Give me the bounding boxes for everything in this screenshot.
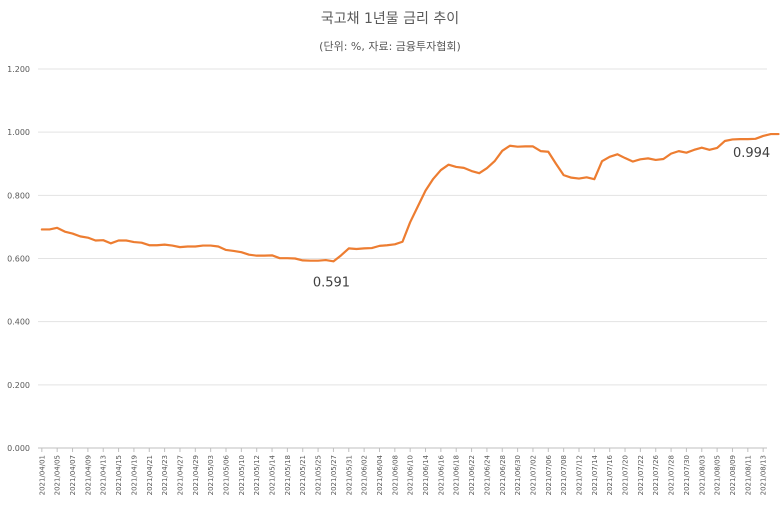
x-tick-label: 2021/04/05 <box>54 455 62 495</box>
x-tick-label: 2021/07/08 <box>560 455 568 495</box>
x-tick-label: 2021/08/13 <box>760 455 768 495</box>
x-tick-label: 2021/07/30 <box>683 455 691 495</box>
y-tick-label: 0.200 <box>7 381 30 390</box>
x-tick-label: 2021/04/29 <box>192 455 200 495</box>
x-tick-label: 2021/06/10 <box>407 455 415 495</box>
gridlines <box>38 68 767 449</box>
x-tick-label: 2021/04/21 <box>146 455 154 495</box>
x-tick-label: 2021/05/18 <box>284 455 292 495</box>
x-tick-label: 2021/04/27 <box>176 455 184 495</box>
data-label: 0.994 <box>733 146 770 161</box>
y-tick-label: 0.400 <box>7 318 30 327</box>
x-tick-label: 2021/07/02 <box>529 455 537 495</box>
x-tick-label: 2021/07/26 <box>652 454 660 495</box>
x-tick-label: 2021/06/02 <box>361 455 369 495</box>
x-tick-label: 2021/04/07 <box>69 455 77 495</box>
x-tick-label: 2021/04/23 <box>161 455 169 495</box>
y-tick-label: 0.600 <box>7 255 30 264</box>
x-tick-label: 2021/06/22 <box>468 455 476 495</box>
series-layer <box>40 132 780 263</box>
x-tick-label: 2021/06/28 <box>499 455 507 495</box>
y-tick-label: 1.000 <box>7 128 30 137</box>
x-tick-label: 2021/06/30 <box>514 455 522 495</box>
x-tick-label: 2021/04/19 <box>130 455 138 495</box>
x-tick-label: 2021/05/31 <box>345 455 353 495</box>
x-tick-label: 2021/06/04 <box>376 454 384 495</box>
x-tick-label: 2021/04/09 <box>84 455 92 495</box>
y-tick-label: 0.000 <box>7 444 30 453</box>
x-tick-label: 2021/07/06 <box>545 454 553 495</box>
x-tick-label: 2021/06/14 <box>422 454 430 495</box>
y-tick-label: 1.200 <box>7 65 30 74</box>
x-tick-label: 2021/05/25 <box>315 455 323 495</box>
x-tick-label: 2021/05/06 <box>223 454 231 495</box>
series-line <box>40 132 780 263</box>
y-axis-ticks: 0.000 0.200 0.400 0.600 0.800 1.000 1.200 <box>7 65 30 453</box>
x-tick-label: 2021/08/03 <box>698 455 706 495</box>
chart-subtitle: (단위: %, 자료: 금융투자협회) <box>319 40 461 53</box>
x-tick-label: 2021/07/28 <box>668 455 676 495</box>
x-tick-label: 2021/08/09 <box>729 455 737 495</box>
x-tick-label: 2021/08/11 <box>744 455 752 495</box>
x-tick-label: 2021/07/20 <box>622 455 630 495</box>
x-tick-label: 2021/07/12 <box>575 455 583 495</box>
x-tick-label: 2021/06/18 <box>453 455 461 495</box>
chart-title: 국고채 1년물 금리 추이 <box>321 11 459 27</box>
x-tick-label: 2021/08/05 <box>714 455 722 495</box>
x-tick-label: 2021/06/24 <box>483 454 491 495</box>
x-tick-label: 2021/05/12 <box>253 455 261 495</box>
x-tick-label: 2021/07/16 <box>606 454 614 495</box>
x-tick-label: 2021/04/15 <box>115 455 123 495</box>
x-tick-label: 2021/05/03 <box>207 455 215 495</box>
annotations: 0.591 0.994 <box>313 146 770 290</box>
x-tick-label: 2021/05/14 <box>269 454 277 495</box>
x-axis-ticks: 2021/04/01 2021/04/05 2021/04/07 2021/04/09… <box>38 448 768 495</box>
x-tick-label: 2021/06/08 <box>391 455 399 495</box>
x-tick-label: 2021/06/16 <box>437 454 445 495</box>
x-tick-label: 2021/04/13 <box>100 455 108 495</box>
x-tick-label: 2021/04/01 <box>38 455 46 495</box>
x-tick-label: 2021/07/14 <box>591 454 599 495</box>
x-tick-label: 2021/07/22 <box>637 455 645 495</box>
data-label: 0.591 <box>313 275 350 290</box>
x-tick-label: 2021/05/10 <box>238 455 246 495</box>
x-tick-label: 2021/05/21 <box>299 455 307 495</box>
y-tick-label: 0.800 <box>7 191 30 200</box>
x-tick-label: 2021/05/27 <box>330 455 338 495</box>
